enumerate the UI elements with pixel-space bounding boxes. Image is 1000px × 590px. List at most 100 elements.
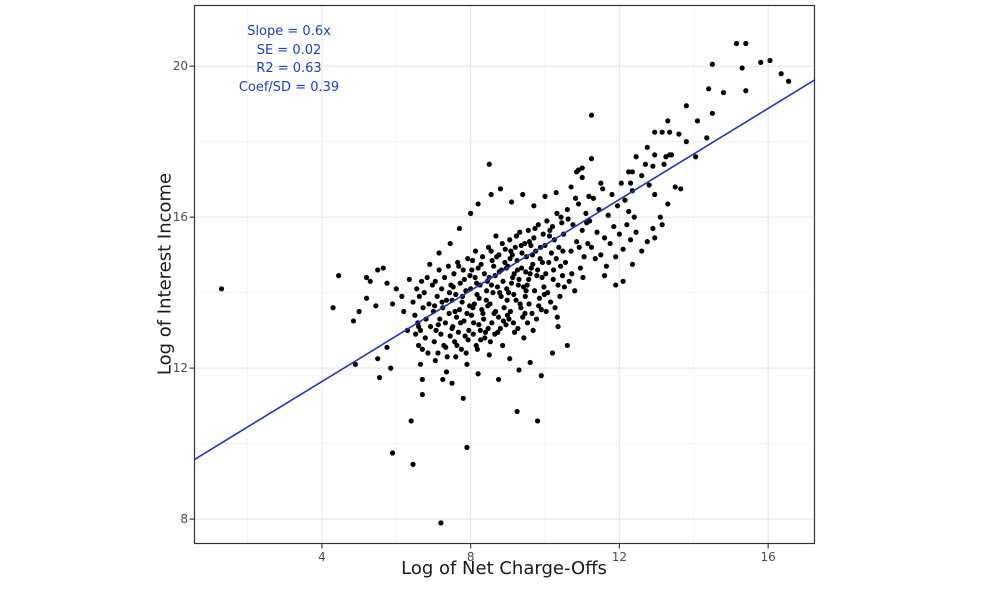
data-point [583,210,589,216]
data-point [539,274,545,281]
data-point [614,203,621,209]
data-point [665,118,671,124]
data-point [491,310,497,316]
data-point [588,112,595,118]
data-point [422,335,428,341]
y-tick-label: 20 [172,59,188,74]
data-point [507,256,513,262]
data-point [438,520,444,526]
data-point [457,280,463,286]
x-axis-title: Log of Net Charge-Offs [401,558,607,579]
data-point [616,231,623,237]
data-point [474,280,480,286]
data-point [548,250,554,256]
data-point [427,261,433,267]
x-tick-label: 16 [760,550,776,564]
data-point [545,290,551,296]
data-point [470,331,476,337]
data-point [579,174,585,181]
data-point [644,144,650,150]
data-point [388,365,394,371]
data-point [534,418,541,424]
data-point [520,314,526,320]
data-point [517,229,523,235]
data-point [393,286,399,292]
data-point [519,265,525,271]
data-point [527,359,533,366]
data-point [474,346,480,352]
data-point [444,354,450,360]
data-point [479,254,486,260]
data-point [464,310,470,316]
data-point [406,276,412,283]
data-point [486,161,492,167]
data-point [592,256,598,262]
data-point [435,350,441,356]
data-point [437,316,443,322]
data-point [502,259,508,266]
data-point [491,263,497,269]
data-point [496,252,502,258]
data-point [493,233,499,239]
data-point [531,235,537,241]
data-point [471,320,477,326]
data-point [620,278,626,284]
data-point [527,271,533,277]
data-point [424,274,430,281]
data-point [538,373,544,379]
data-point [495,376,502,383]
data-point [500,278,506,284]
data-point [556,244,562,250]
data-point [455,329,461,335]
data-point [572,195,579,201]
data-point [576,244,582,250]
data-point [559,273,566,279]
data-point [580,274,586,281]
data-point [624,222,630,228]
data-point [539,259,546,266]
data-point [588,156,595,162]
data-point [483,297,489,303]
data-point [435,322,441,328]
data-point [529,310,535,316]
data-point [480,310,486,316]
data-point [501,305,507,311]
data-point [507,356,513,362]
data-point [785,78,792,84]
data-point [706,86,712,92]
data-point [557,293,563,299]
data-point [458,320,464,326]
data-point [375,267,381,273]
data-point [470,305,476,311]
data-point [644,239,650,245]
y-tick-label: 8 [180,512,188,527]
y-tick-label: 12 [172,361,188,376]
data-point [376,374,383,381]
data-point [620,246,626,252]
data-point [451,271,457,277]
data-point [555,282,561,288]
data-point [439,286,445,292]
data-point [410,299,416,305]
data-point [434,293,440,299]
data-point [587,218,593,224]
data-point [447,240,453,247]
data-point [530,327,536,333]
data-point [600,186,606,192]
data-point [356,308,362,315]
data-point [476,295,482,301]
data-point [544,218,550,224]
data-point [442,320,448,326]
data-point [432,278,438,284]
data-point [350,318,357,324]
data-point [466,327,472,333]
data-point [672,184,678,190]
data-point [541,284,547,290]
data-point [665,201,671,207]
data-point [487,339,493,345]
data-point [598,180,604,186]
y-axis-title: Log of Interest Income [154,172,176,376]
data-point [586,193,592,199]
data-point [574,239,580,245]
data-point [506,316,512,322]
